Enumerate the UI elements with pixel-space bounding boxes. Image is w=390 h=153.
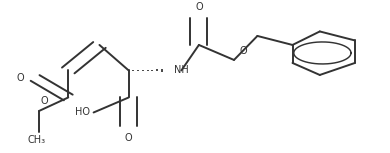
Text: CH₃: CH₃ (28, 135, 46, 145)
Text: O: O (41, 97, 49, 106)
Text: NH: NH (174, 65, 188, 75)
Text: O: O (195, 2, 203, 12)
Text: O: O (16, 73, 24, 83)
Text: O: O (240, 46, 248, 56)
Text: O: O (125, 133, 133, 144)
Text: HO: HO (75, 107, 90, 118)
